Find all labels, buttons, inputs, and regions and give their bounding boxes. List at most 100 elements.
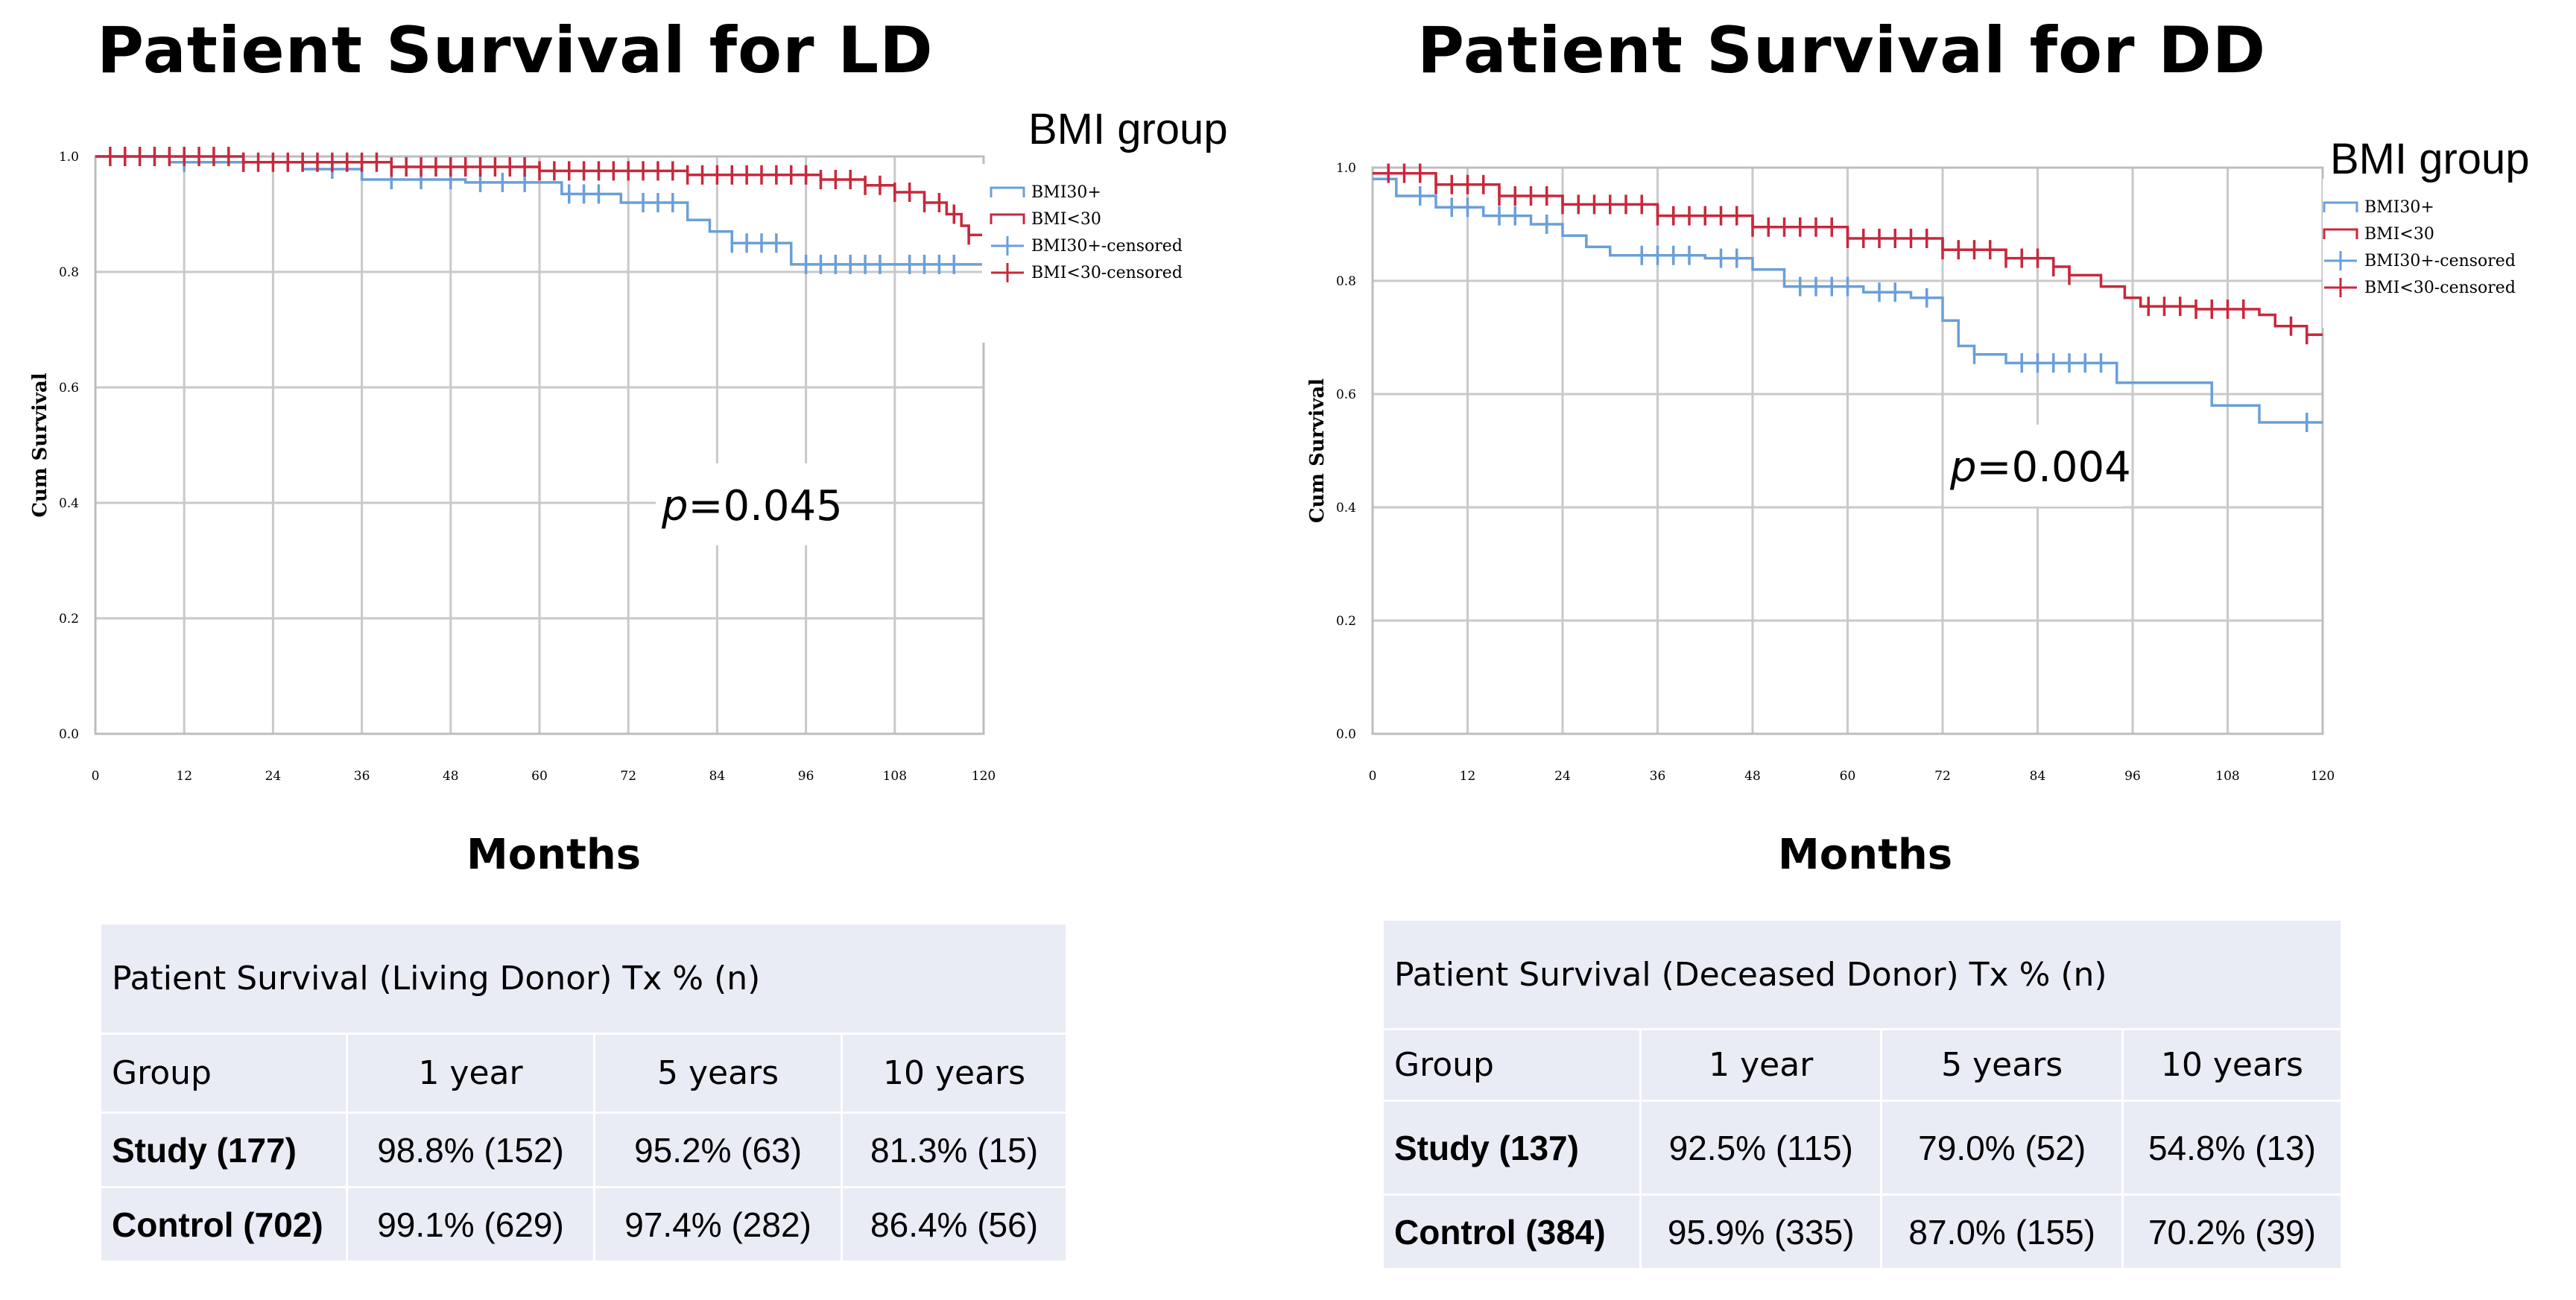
- table-caption: Patient Survival (Living Donor) Tx % (n): [99, 922, 1068, 1035]
- y-axis-title: Cum Survival: [29, 372, 51, 517]
- legend-title: BMI group: [1028, 105, 1228, 153]
- x-tick-label: 96: [798, 769, 814, 784]
- x-tick-label: 60: [531, 769, 548, 784]
- y-tick-label: 0.0: [1336, 727, 1356, 742]
- table-caption-row: Patient Survival (Deceased Donor) Tx % (…: [1382, 919, 2343, 1030]
- table-cell: 87.0% (155): [1880, 1193, 2124, 1270]
- x-tick-label: 0: [92, 769, 100, 784]
- x-tick-label: 72: [1934, 769, 1951, 784]
- table-row: Study (177) 98.8% (152) 95.2% (63) 81.3%…: [99, 1112, 1068, 1188]
- legend-label: BMI30+-censored: [1031, 237, 1183, 256]
- table-cell: 92.5% (115): [1639, 1100, 1883, 1196]
- x-tick-label: 60: [1840, 769, 1856, 784]
- p-value-annotation: p=0.045: [661, 482, 843, 530]
- table-cell: 95.2% (63): [593, 1112, 844, 1188]
- y-axis-title: Cum Survival: [1306, 378, 1329, 523]
- table-header-row: Group 1 year 5 years 10 years: [99, 1033, 1068, 1114]
- x-tick-label: 48: [443, 769, 459, 784]
- table-cell: 95.9% (335): [1639, 1193, 1883, 1270]
- legend-line-swatch: [990, 186, 1025, 197]
- y-tick-label: 0.8: [59, 265, 79, 280]
- table-caption-row: Patient Survival (Living Donor) Tx % (n): [99, 922, 1068, 1035]
- y-tick-label: 0.6: [1336, 387, 1356, 402]
- x-tick-label: 12: [176, 769, 192, 784]
- table-row-label: Study (137): [1382, 1100, 1642, 1196]
- y-tick-label: 0.4: [59, 496, 79, 511]
- legend-label: BMI30+: [2364, 198, 2434, 217]
- x-tick-label: 0: [1369, 769, 1377, 784]
- legend-label: BMI30+: [1031, 183, 1101, 202]
- legend-label: BMI<30: [1031, 210, 1101, 229]
- table-caption: Patient Survival (Deceased Donor) Tx % (…: [1382, 919, 2343, 1030]
- y-tick-label: 0.6: [59, 381, 79, 396]
- x-tick-label: 48: [1744, 769, 1761, 784]
- plot-frame: [94, 155, 985, 735]
- table-header-cell: 10 years: [841, 1033, 1068, 1114]
- legend-line-swatch: [2323, 201, 2358, 212]
- p-value-number: =0.004: [1977, 443, 2131, 492]
- table-header-cell: 1 year: [1639, 1028, 1883, 1102]
- legend-label: BMI30+-censored: [2364, 252, 2516, 270]
- x-tick-label: 24: [265, 769, 282, 784]
- x-tick-label: 36: [1650, 769, 1666, 784]
- survival-table-dd: Patient Survival (Deceased Donor) Tx % (…: [1382, 919, 2344, 1270]
- table-row-label: Control (702): [99, 1186, 348, 1263]
- p-value-number: =0.045: [689, 482, 843, 530]
- legend-line-swatch: [990, 213, 1025, 224]
- table-row-label: Control (384): [1382, 1193, 1642, 1270]
- table-header-cell: 10 years: [2121, 1028, 2344, 1102]
- table-header-cell: Group: [99, 1033, 348, 1114]
- table-cell: 98.8% (152): [345, 1112, 596, 1188]
- panel-living-donor: Patient Survival for LD 0 12 24 36 48 60 72 84 9…: [29, 13, 1288, 1263]
- x-tick-label: 84: [709, 769, 726, 784]
- table-cell: 54.8% (13): [2121, 1100, 2344, 1196]
- x-tick-label: 120: [2311, 769, 2335, 784]
- x-tick-label: 96: [2124, 769, 2141, 784]
- km-chart-ld: 0 12 24 36 48 60 72 84 96 108 120 0.0 0.2 0.4 0.6 0.8 1.…: [29, 147, 1288, 784]
- p-value-background: [656, 463, 835, 545]
- table-cell: 99.1% (629): [345, 1186, 596, 1263]
- x-axis-title: Months: [1778, 831, 1953, 879]
- legend-label: BMI<30-censored: [2364, 279, 2516, 297]
- x-tick-label: 36: [354, 769, 370, 784]
- table-cell: 70.2% (39): [2121, 1193, 2344, 1270]
- table-cell: 81.3% (15): [841, 1112, 1068, 1188]
- legend-background: [982, 164, 1288, 343]
- legend-line-swatch: [2323, 228, 2358, 239]
- table-cell: 97.4% (282): [593, 1186, 844, 1263]
- x-axis-title: Months: [466, 831, 642, 879]
- table-header-cell: 1 year: [345, 1033, 596, 1114]
- y-tick-label: 0.8: [1336, 274, 1356, 289]
- table-cell: 86.4% (56): [841, 1186, 1068, 1263]
- survival-line: [1373, 177, 2323, 424]
- y-tick-label: 1.0: [59, 150, 79, 165]
- table-row: Control (702) 99.1% (629) 97.4% (282) 86…: [99, 1186, 1068, 1263]
- chart-title: Patient Survival for LD: [97, 13, 934, 88]
- p-value-annotation: p=0.004: [1949, 443, 2131, 492]
- y-tick-label: 1.0: [1336, 161, 1356, 176]
- legend-label: BMI<30-censored: [1031, 264, 1183, 282]
- table-header-cell: 5 years: [1880, 1028, 2124, 1102]
- x-tick-label: 108: [883, 769, 907, 784]
- p-value-background: [1944, 425, 2123, 507]
- legend-label: BMI<30: [2364, 225, 2434, 244]
- panel-deceased-donor: Patient Survival for DD 0 12 24 36 48 60 72 84 9…: [1288, 0, 2576, 1300]
- x-tick-label: 24: [1554, 769, 1571, 784]
- y-tick-label: 0.4: [1336, 501, 1356, 516]
- table-header-cell: Group: [1382, 1028, 1642, 1102]
- y-tick-label: 0.0: [59, 727, 79, 742]
- x-tick-label: 12: [1460, 769, 1476, 784]
- x-tick-label: 108: [2215, 769, 2239, 784]
- x-tick-label: 72: [620, 769, 636, 784]
- table-cell: 79.0% (52): [1880, 1100, 2124, 1196]
- legend-title: BMI group: [2330, 135, 2530, 183]
- y-tick-label: 0.2: [59, 612, 79, 627]
- x-tick-label: 84: [2030, 769, 2046, 784]
- legend-background: [2323, 179, 2576, 328]
- km-chart-dd: 0 12 24 36 48 60 72 84 96 108 120 0.0 0.2 0.4 0.6 0.8 1.…: [1306, 161, 2576, 784]
- chart-title: Patient Survival for DD: [1417, 13, 2267, 88]
- p-value-symbol: p: [661, 482, 689, 530]
- table-row-label: Study (177): [99, 1112, 348, 1188]
- y-tick-label: 0.2: [1336, 614, 1356, 629]
- table-header-row: Group 1 year 5 years 10 years: [1382, 1028, 2344, 1102]
